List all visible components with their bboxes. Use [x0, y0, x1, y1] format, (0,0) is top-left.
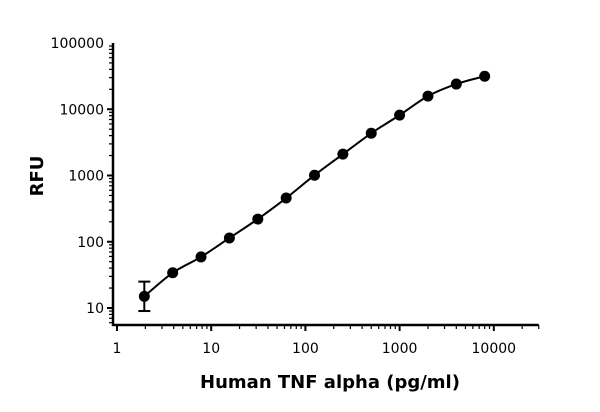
y-axis: 10 100 1000 10000 100000: [51, 36, 115, 326]
y-tick-label: 100000: [51, 36, 104, 52]
data-point: [223, 232, 235, 244]
data-point: [252, 213, 264, 225]
y-tick-label: 10: [86, 301, 104, 317]
data-point: [309, 169, 321, 181]
data-point: [138, 290, 150, 302]
data-point: [479, 70, 491, 82]
y-tick-label: 100: [77, 235, 104, 251]
x-axis: 1 10 100 1000 10000: [112, 323, 540, 357]
data-point: [422, 90, 434, 102]
y-tick-label: 1000: [68, 169, 104, 185]
y-axis-title: RFU: [27, 156, 48, 197]
x-tick-label: 1: [113, 341, 122, 357]
x-tick-label: 10: [202, 341, 220, 357]
data-point: [450, 78, 462, 90]
x-tick-label: 1000: [382, 341, 418, 357]
fit-curve: [143, 75, 485, 298]
data-point: [195, 251, 207, 263]
data-point: [394, 109, 406, 121]
data-point: [365, 127, 377, 139]
y-tick-label: 10000: [59, 102, 104, 118]
x-axis-title: Human TNF alpha (pg/ml): [200, 372, 460, 393]
plot-area: [138, 70, 491, 313]
data-point: [337, 148, 349, 160]
x-tick-label: 100: [292, 341, 319, 357]
data-point: [280, 192, 292, 204]
x-tick-label: 10000: [472, 341, 517, 357]
data-point: [167, 267, 179, 279]
